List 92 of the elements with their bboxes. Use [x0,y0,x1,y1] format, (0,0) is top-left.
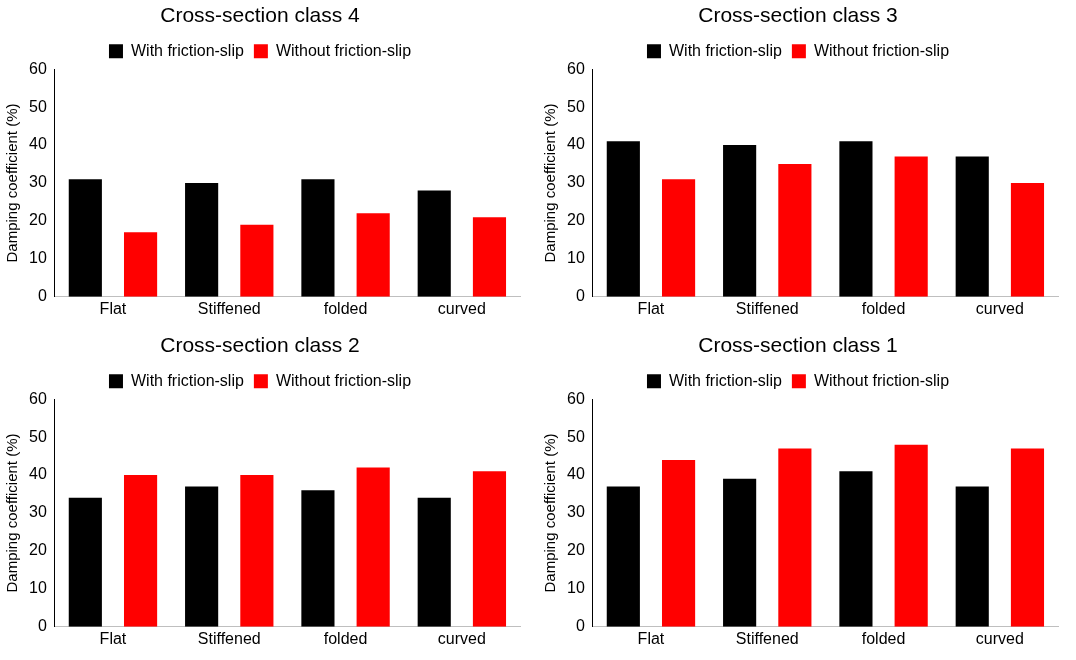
bar [955,486,989,627]
bar [301,179,335,297]
y-tick-label: 50 [567,97,585,115]
bar [240,224,274,297]
y-axis-title: Damping coefficient (%) [3,103,21,263]
bar [839,471,873,627]
chart-title: Cross-section class 3 [698,3,898,27]
y-tick-label: 20 [567,211,585,229]
x-tick-label: Stiffened [735,629,799,647]
y-tick-label: 0 [37,287,47,305]
y-tick-label: 40 [567,465,585,483]
y-tick-label: 0 [37,617,47,635]
y-tick-label: 10 [567,249,585,267]
bar [68,179,102,297]
legend-label: Without friction-slip [275,371,412,389]
bar [185,486,219,627]
y-tick-label: 60 [29,59,47,77]
x-tick-label: folded [323,299,368,317]
y-tick-label: 30 [567,503,585,521]
y-tick-label: 20 [29,541,47,559]
bar [606,141,640,297]
y-tick-label: 60 [567,59,585,77]
chart-title: Cross-section class 2 [160,333,360,357]
legend-label: With friction-slip [668,371,782,389]
bar [723,145,757,297]
x-tick-label: Stiffened [197,299,261,317]
bar [301,490,335,627]
y-tick-label: 40 [567,135,585,153]
x-tick-label: Flat [637,629,665,647]
x-tick-label: curved [975,629,1024,647]
legend-label: Without friction-slip [813,371,950,389]
bar [417,497,451,627]
legend-label: With friction-slip [130,41,244,59]
legend-label: Without friction-slip [275,41,412,59]
bar [778,448,812,627]
y-tick-label: 10 [567,579,585,597]
bar [894,444,928,627]
bar [68,497,102,627]
y-tick-label: 60 [567,389,585,407]
bar [723,478,757,627]
y-tick-label: 30 [29,503,47,521]
bar [472,471,507,627]
bar [778,164,812,297]
x-tick-label: curved [437,629,486,647]
bar [1010,448,1045,627]
y-tick-label: 40 [29,135,47,153]
legend-label: With friction-slip [130,371,244,389]
bar [662,459,696,627]
x-tick-label: curved [437,299,486,317]
y-tick-label: 50 [567,427,585,445]
y-axis-title: Damping coefficient (%) [3,433,21,593]
bar [356,467,390,627]
bar [417,190,451,297]
chart-title: Cross-section class 1 [698,333,898,357]
y-tick-label: 10 [29,579,47,597]
x-tick-label: Stiffened [197,629,261,647]
x-tick-label: Flat [99,299,127,317]
y-tick-label: 30 [29,173,47,191]
bar [662,179,696,297]
x-tick-label: folded [861,629,906,647]
y-tick-label: 40 [29,465,47,483]
bar [356,213,390,297]
x-tick-label: Flat [99,629,127,647]
bar [124,232,158,297]
x-tick-label: Flat [637,299,665,317]
y-tick-label: 50 [29,97,47,115]
y-tick-label: 0 [575,617,585,635]
bar [894,156,928,297]
legend-label: Without friction-slip [813,41,950,59]
legend-label: With friction-slip [668,41,782,59]
bar [124,475,158,627]
x-tick-label: Stiffened [735,299,799,317]
y-tick-label: 60 [29,389,47,407]
x-tick-label: folded [861,299,906,317]
x-tick-label: folded [323,629,368,647]
bar [240,475,274,627]
bar [1010,183,1045,297]
y-tick-label: 20 [29,211,47,229]
bar [185,183,219,297]
bar [472,217,507,297]
y-tick-label: 50 [29,427,47,445]
bar [955,156,989,297]
y-axis-title: Damping coefficient (%) [541,433,559,593]
y-axis-title: Damping coefficient (%) [541,103,559,263]
y-tick-label: 30 [567,173,585,191]
bar [606,486,640,627]
bar [839,141,873,297]
y-tick-label: 10 [29,249,47,267]
chart-title: Cross-section class 4 [160,3,361,27]
y-tick-label: 20 [567,541,585,559]
y-tick-label: 0 [575,287,585,305]
x-tick-label: curved [975,299,1024,317]
